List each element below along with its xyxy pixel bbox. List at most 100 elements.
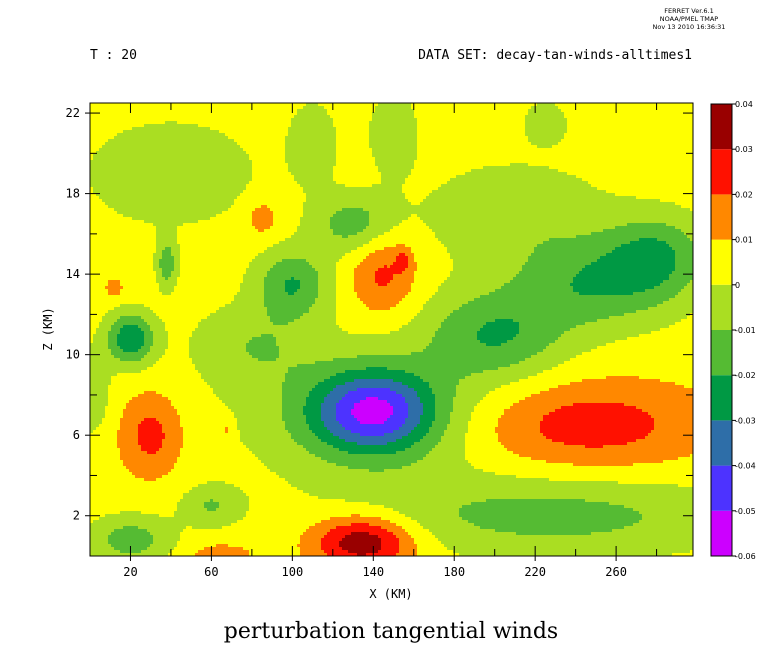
contour-cell	[93, 334, 109, 338]
contour-cell	[246, 187, 304, 191]
contour-cell	[147, 529, 184, 533]
contour-cell	[513, 319, 598, 323]
contour-cell	[414, 538, 439, 542]
contour-cell	[231, 301, 265, 305]
contour-cell	[117, 340, 145, 344]
contour-cell	[519, 361, 565, 365]
contour-cell	[495, 427, 541, 431]
contour-cell	[168, 343, 190, 347]
contour-cell	[264, 280, 286, 284]
contour-cell	[90, 535, 109, 539]
contour-cell	[654, 286, 685, 290]
contour-cell	[564, 133, 693, 137]
contour-cell	[351, 523, 370, 527]
contour-cell	[180, 271, 247, 275]
contour-cell	[516, 274, 577, 278]
contour-cell	[342, 397, 367, 401]
contour-cell	[90, 286, 106, 290]
contour-cell	[414, 541, 442, 545]
contour-cell	[465, 457, 532, 461]
contour-cell	[471, 418, 499, 422]
contour-cell	[249, 157, 286, 161]
y-tick-label: 14	[66, 267, 80, 281]
contour-cell	[336, 415, 355, 419]
contour-cell	[354, 277, 376, 281]
contour-cell	[444, 280, 511, 284]
contour-cell	[567, 121, 693, 125]
contour-cell	[105, 313, 157, 317]
contour-cell	[468, 460, 547, 464]
contour-cell	[486, 499, 586, 503]
contour-cell	[456, 175, 577, 179]
contour-cell	[90, 397, 109, 401]
contour-cell	[180, 448, 250, 452]
contour-cell	[336, 130, 370, 134]
contour-cell	[285, 478, 550, 482]
contour-cell	[123, 415, 181, 419]
x-tick-label: 140	[362, 565, 384, 579]
contour-cell	[411, 202, 421, 206]
contour-cell	[294, 439, 322, 443]
contour-cell	[108, 205, 232, 209]
contour-cell	[120, 448, 142, 452]
contour-cell	[681, 205, 693, 209]
contour-cell	[156, 238, 178, 242]
contour-cell	[90, 418, 103, 422]
contour-cell	[90, 340, 94, 344]
contour-cell	[405, 295, 433, 299]
contour-cell	[102, 145, 241, 149]
contour-cell	[585, 322, 676, 326]
contour-cell	[234, 199, 307, 203]
contour-cell	[369, 241, 442, 245]
contour-cell	[90, 274, 157, 278]
contour-cell	[165, 328, 196, 332]
contour-cell	[465, 445, 505, 449]
contour-cell	[543, 241, 631, 245]
contour-cell	[204, 379, 286, 383]
contour-cell	[141, 448, 160, 452]
ferret-date-label: Nov 13 2010 16:36:31	[653, 23, 726, 31]
contour-cell	[138, 526, 187, 530]
contour-cell	[120, 331, 145, 335]
contour-cell	[414, 388, 433, 392]
contour-cell	[108, 289, 121, 293]
contour-cell	[435, 445, 466, 449]
contour-cell	[339, 421, 361, 425]
contour-cell	[639, 334, 693, 338]
contour-cell	[471, 463, 574, 467]
contour-cell	[180, 256, 256, 260]
contour-cell	[432, 229, 604, 233]
contour-cell	[120, 292, 163, 296]
contour-cell	[90, 262, 154, 266]
contour-cell	[150, 544, 178, 548]
contour-cell	[576, 355, 693, 359]
contour-cell	[507, 448, 693, 452]
contour-cell	[336, 316, 415, 320]
contour-cell	[243, 490, 304, 494]
contour-cell	[249, 502, 370, 506]
contour-cell	[336, 127, 370, 131]
contour-cell	[333, 166, 379, 170]
contour-cell	[357, 418, 388, 422]
contour-cell	[231, 409, 283, 413]
x-tick-label: 180	[443, 565, 465, 579]
contour-cell	[498, 418, 544, 422]
contour-cell	[207, 316, 271, 320]
contour-cell	[549, 412, 649, 416]
contour-cell	[405, 244, 445, 248]
contour-cell	[138, 442, 163, 446]
contour-cell	[312, 430, 331, 434]
contour-cell	[411, 289, 439, 293]
contour-cell	[90, 451, 121, 455]
contour-cell	[510, 364, 559, 368]
contour-cell	[90, 406, 106, 410]
contour-cell	[159, 358, 193, 362]
contour-cell	[414, 109, 529, 113]
contour-cell	[243, 547, 301, 551]
contour-cell	[444, 319, 496, 323]
contour-cell	[351, 514, 361, 518]
contour-cell	[207, 481, 226, 485]
contour-cell	[456, 385, 502, 389]
contour-cell	[318, 292, 337, 296]
contour-cell	[393, 262, 409, 266]
